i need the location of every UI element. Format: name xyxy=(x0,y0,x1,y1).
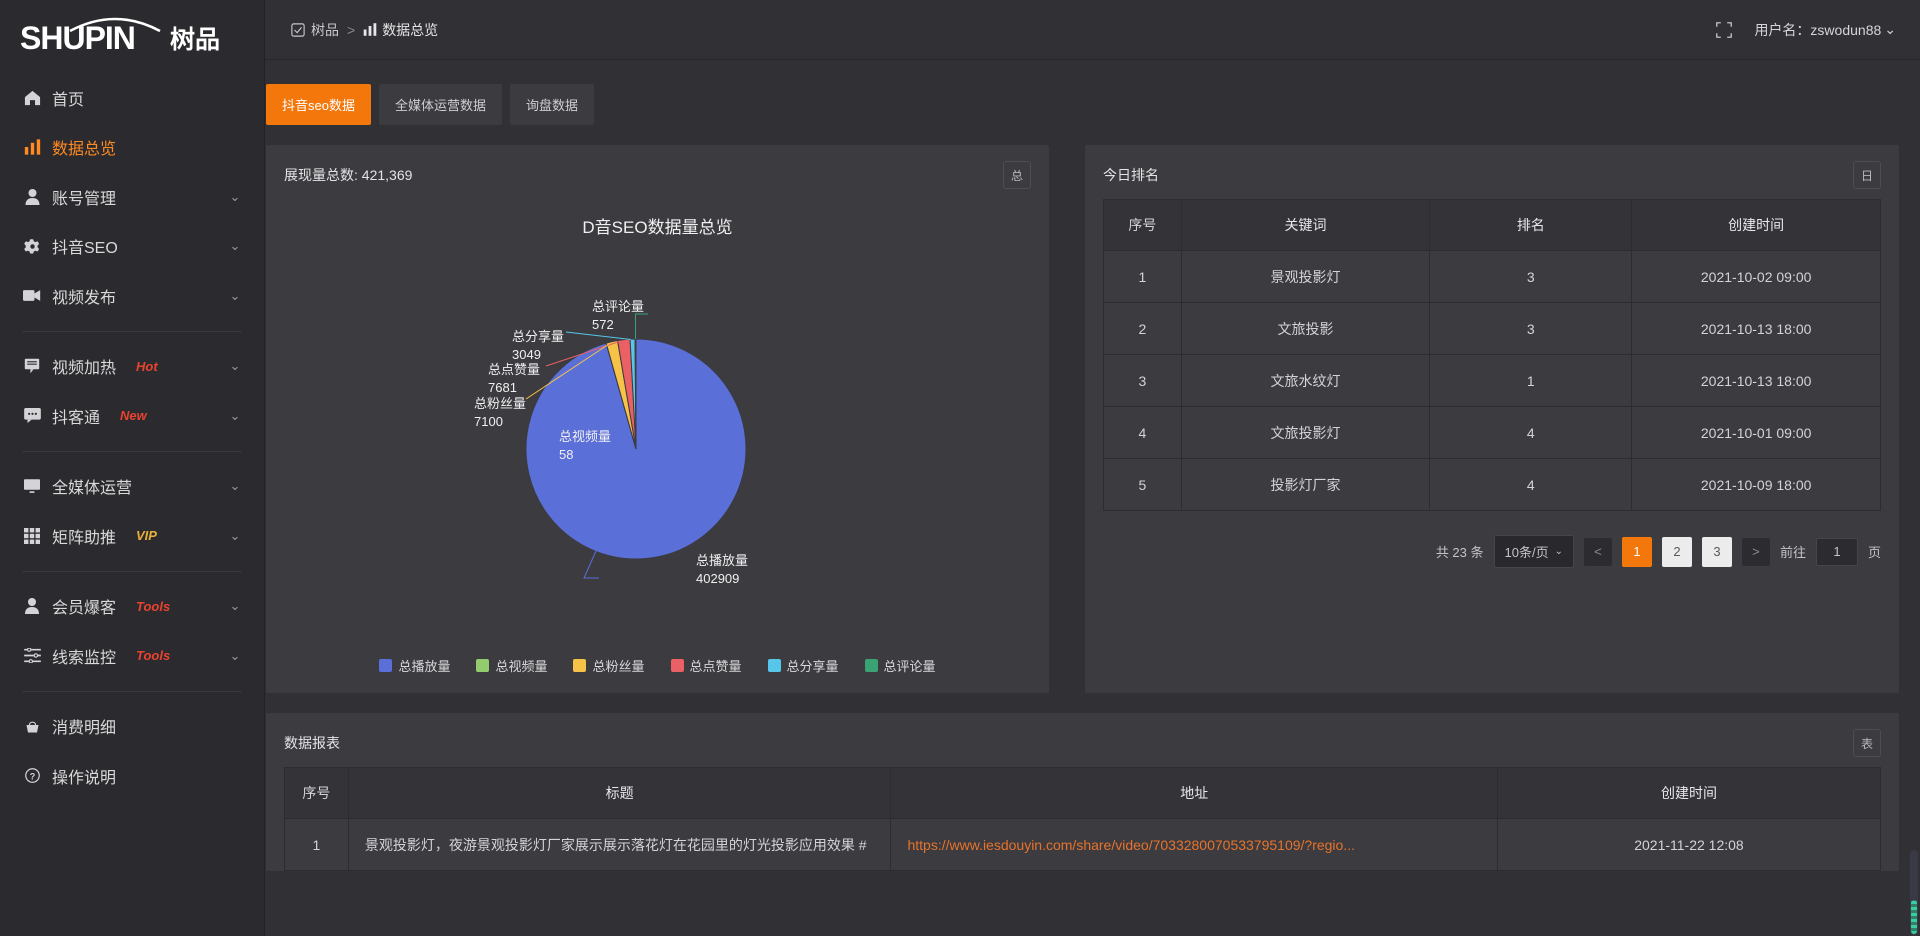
svg-text:?: ? xyxy=(29,772,35,782)
svg-text:SHUPIN: SHUPIN xyxy=(20,20,135,56)
svg-text:树品: 树品 xyxy=(170,26,220,54)
